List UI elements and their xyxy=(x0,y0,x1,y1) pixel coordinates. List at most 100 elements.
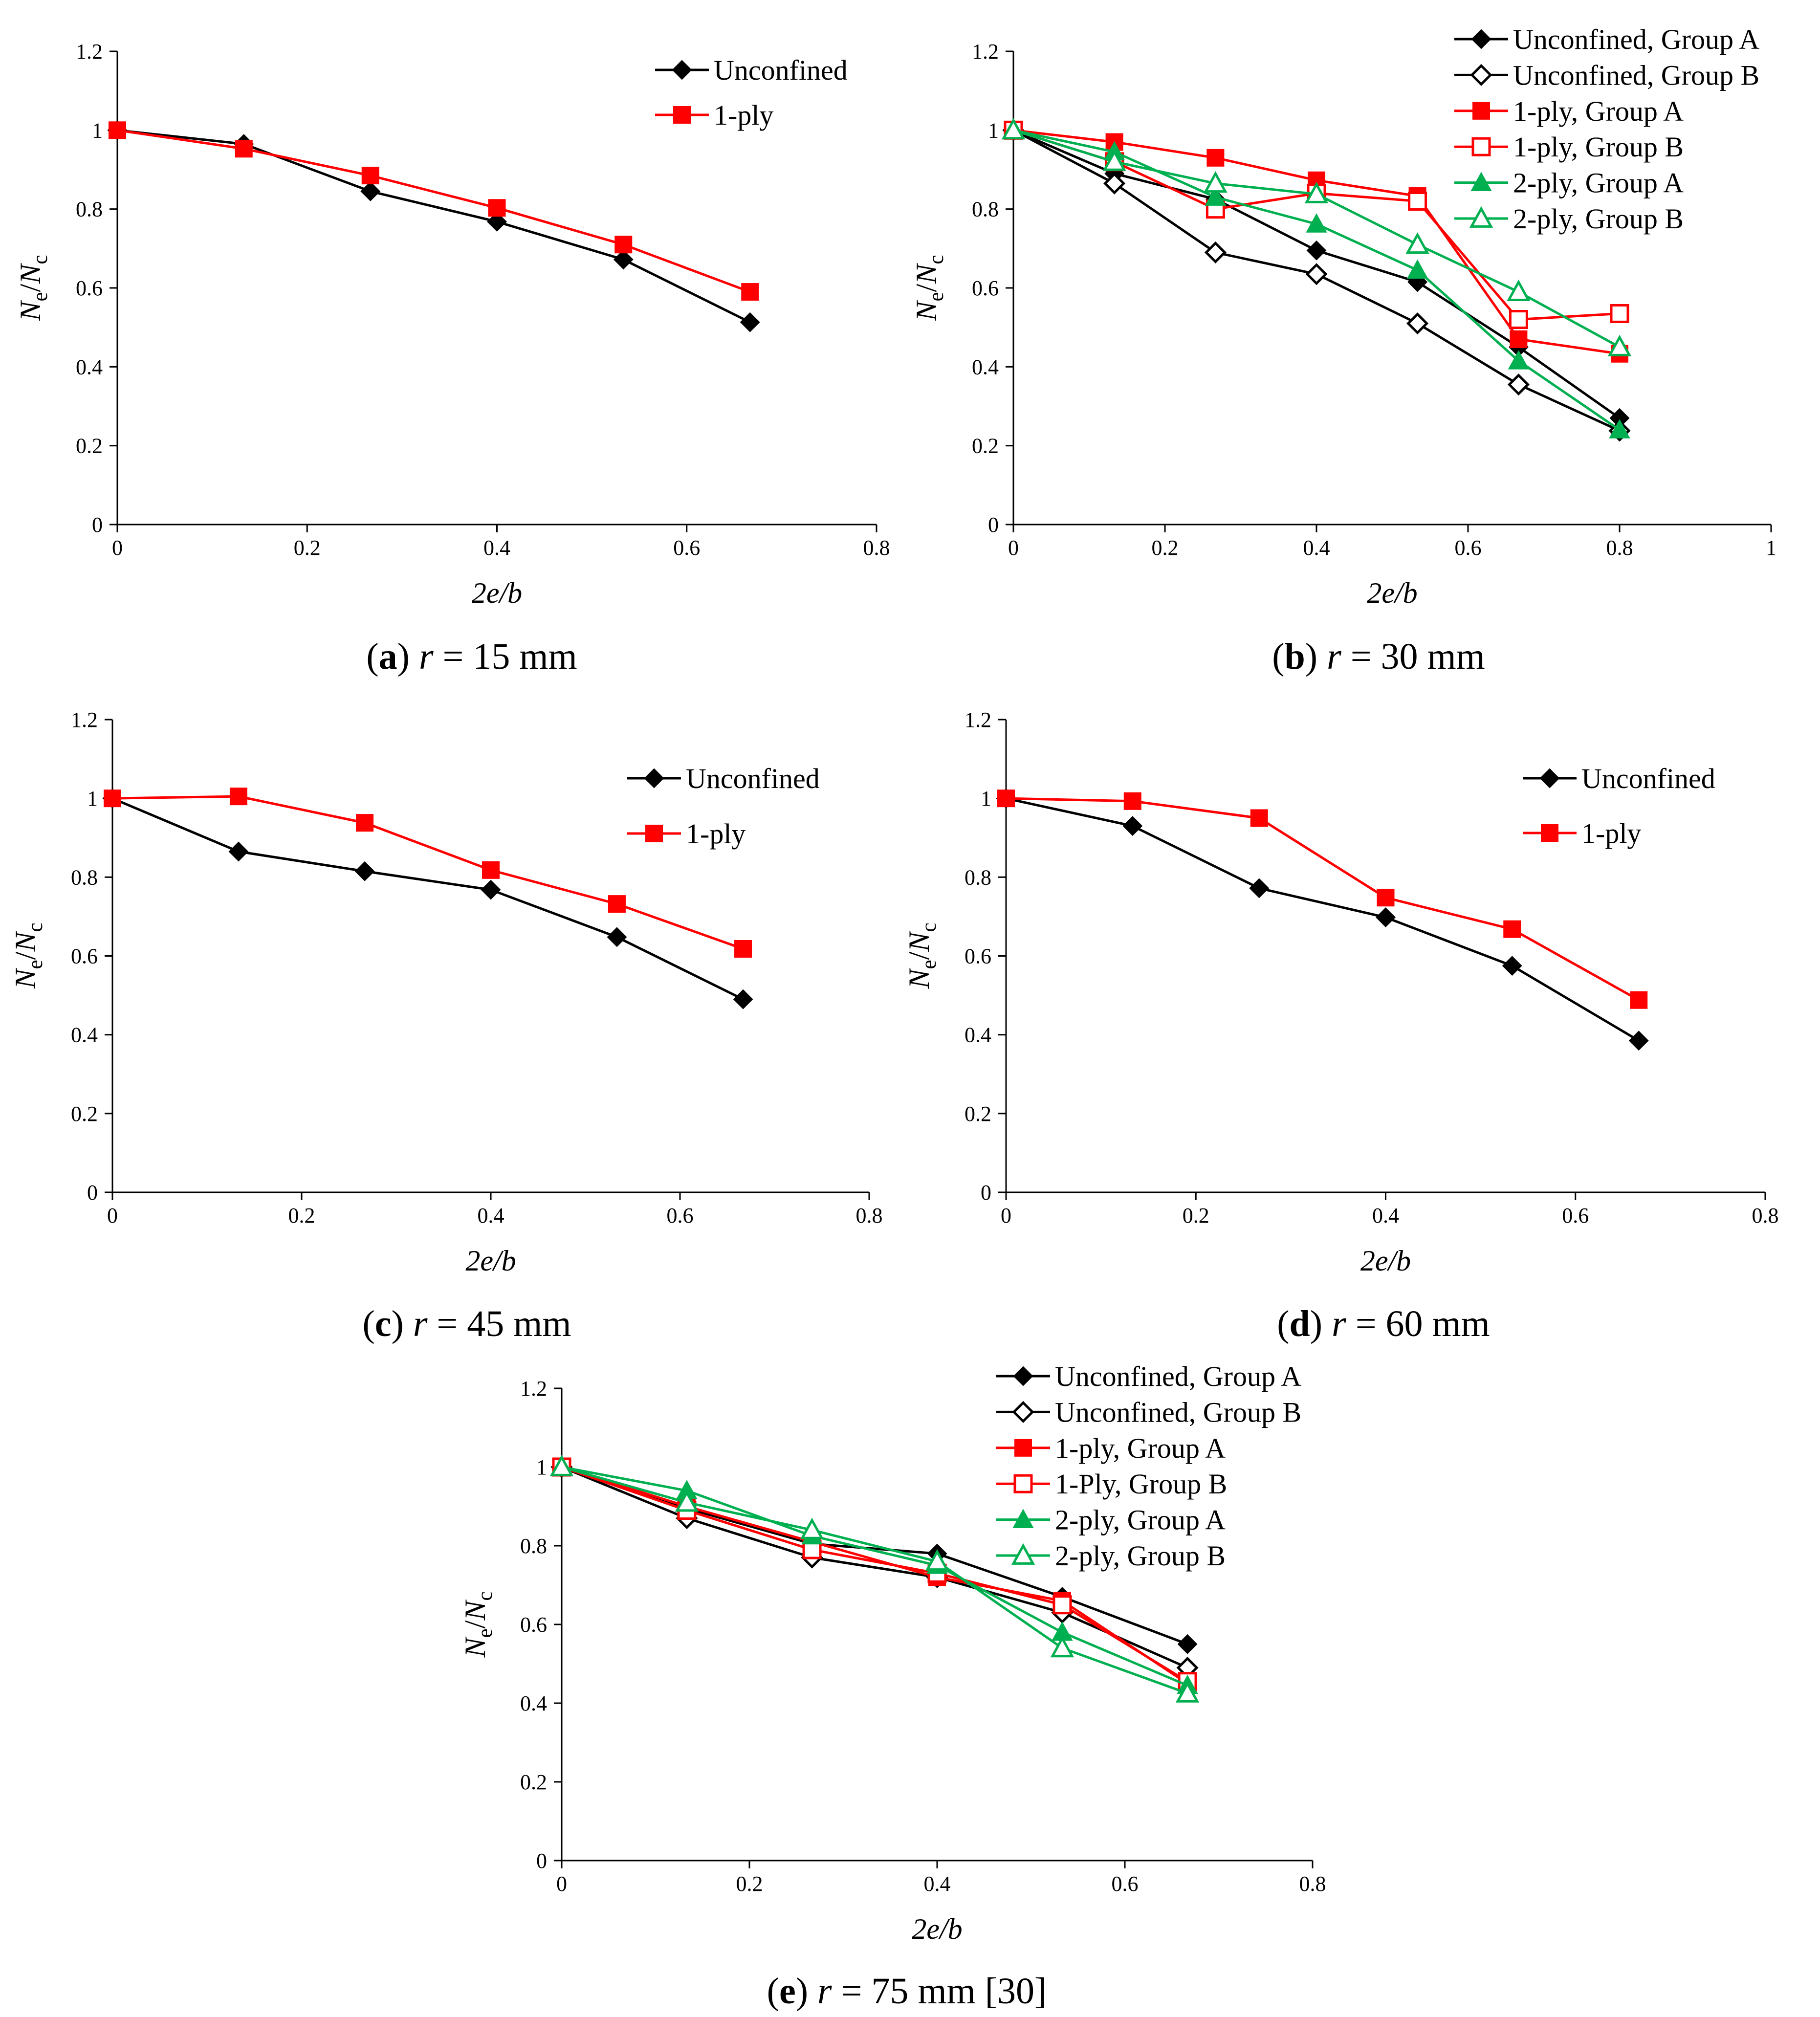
data-point xyxy=(1502,956,1522,976)
data-point xyxy=(1204,171,1228,193)
legend-label: Unconfined, Group B xyxy=(1513,59,1759,91)
y-tick-label: 0.6 xyxy=(76,276,103,300)
data-point xyxy=(1405,232,1429,254)
data-point xyxy=(1304,181,1329,203)
y-tick-label: 1 xyxy=(981,787,991,811)
x-tick-label: 0.4 xyxy=(478,1204,504,1228)
data-point xyxy=(487,212,507,232)
x-axis-label: 2e/b xyxy=(465,1245,516,1277)
y-tick-label: 0 xyxy=(536,1849,547,1873)
data-point xyxy=(741,283,759,301)
data-point xyxy=(1408,192,1427,211)
series-line xyxy=(117,129,751,324)
legend-label: 1-ply, Group B xyxy=(1513,131,1684,163)
legend-label: 1-ply xyxy=(686,818,746,850)
x-tick-label: 0.6 xyxy=(1562,1204,1589,1228)
legend-marker xyxy=(1013,1474,1033,1493)
data-point xyxy=(1376,907,1396,927)
x-tick-label: 0 xyxy=(556,1872,567,1896)
x-axis-label: 2e/b xyxy=(1367,577,1417,609)
series-line xyxy=(561,1466,1188,1645)
legend-label: 2-ply, Group A xyxy=(1513,167,1684,199)
y-tick-label: 0.4 xyxy=(71,1023,98,1047)
legend-label: 1-ply xyxy=(1581,817,1641,849)
data-point xyxy=(1123,792,1141,810)
series-1 xyxy=(102,788,753,1009)
data-point xyxy=(1406,259,1428,279)
data-point xyxy=(235,140,253,158)
data-point xyxy=(997,789,1015,808)
data-point xyxy=(800,1517,824,1539)
series-line xyxy=(1006,797,1640,1001)
data-point xyxy=(1607,334,1632,356)
data-point xyxy=(675,1490,699,1512)
data-point xyxy=(1508,350,1530,370)
legend-marker xyxy=(1471,29,1491,49)
y-tick-label: 0.8 xyxy=(71,865,98,889)
panel-caption: (d) r = 60 mm xyxy=(1277,1303,1490,1344)
y-tick-label: 0.4 xyxy=(520,1691,547,1715)
legend-marker xyxy=(1541,824,1558,842)
data-point xyxy=(614,236,633,254)
data-point xyxy=(734,940,752,958)
y-tick-label: 0 xyxy=(988,513,999,537)
panel-caption: (a) r = 15 mm xyxy=(366,636,577,677)
x-tick-label: 0.6 xyxy=(673,536,700,560)
data-point xyxy=(1204,241,1227,263)
legend-marker xyxy=(1469,206,1493,228)
y-axis-label: Ne/Nc xyxy=(14,255,52,321)
data-point xyxy=(354,861,375,881)
data-point xyxy=(925,1549,949,1571)
legend-marker xyxy=(1472,102,1490,120)
x-tick-label: 0.6 xyxy=(1112,1872,1139,1896)
data-point xyxy=(1609,419,1630,438)
legend-marker xyxy=(673,106,691,124)
y-tick-label: 0.4 xyxy=(972,355,999,379)
y-axis-label: Ne/Nc xyxy=(910,255,948,321)
y-tick-label: 1.2 xyxy=(965,708,991,732)
series-6 xyxy=(1001,118,1632,356)
data-point xyxy=(1610,304,1629,323)
panel-caption: (c) r = 45 mm xyxy=(362,1303,571,1344)
legend-label: 2-ply, Group A xyxy=(1055,1504,1226,1536)
y-axis-label: Ne/Nc xyxy=(459,1591,497,1658)
series-2 xyxy=(997,789,1648,1009)
data-point xyxy=(1053,1595,1072,1615)
chart-panel-d: 0 0.2 0.4 0.6 0.8 1 1.2 0 0.2 0.4 0.6 0.8 2e/b Ne/Nc U… xyxy=(903,708,1779,1344)
x-axis-label: 2e/b xyxy=(1360,1245,1411,1277)
data-point xyxy=(361,167,379,185)
x-axis-label: 2e/b xyxy=(912,1913,962,1945)
legend-marker xyxy=(1471,137,1491,156)
y-tick-label: 0.6 xyxy=(71,944,98,968)
legend-marker xyxy=(1014,1439,1032,1457)
legend-label: Unconfined, Group B xyxy=(1055,1396,1301,1428)
legend-label: 2-ply, Group B xyxy=(1513,203,1684,235)
y-tick-label: 0 xyxy=(87,1181,98,1205)
legend-label: 1-ply, Group A xyxy=(1513,95,1684,127)
legend-marker xyxy=(645,825,663,842)
x-tick-label: 0.2 xyxy=(294,536,321,560)
data-point xyxy=(613,249,634,270)
series-line xyxy=(561,1466,1188,1669)
series-6 xyxy=(549,1454,1200,1703)
legend-marker xyxy=(1013,1366,1033,1386)
y-tick-label: 0.8 xyxy=(965,865,991,889)
legend-label: 1-ply xyxy=(714,99,773,131)
legend-label: Unconfined xyxy=(1581,763,1715,794)
data-point xyxy=(1510,330,1528,348)
legend-label: 1-ply, Group A xyxy=(1055,1432,1226,1464)
series-1 xyxy=(107,120,760,332)
series-line xyxy=(112,797,744,1001)
series-line xyxy=(561,1466,1188,1685)
data-point xyxy=(1507,279,1531,301)
data-point xyxy=(1306,240,1327,261)
x-tick-label: 0 xyxy=(107,1204,118,1228)
x-tick-label: 0.8 xyxy=(1606,536,1633,560)
data-point xyxy=(1509,310,1528,329)
y-tick-label: 0.2 xyxy=(520,1770,547,1794)
data-point xyxy=(1050,1636,1074,1658)
y-axis-label: Ne/Nc xyxy=(903,922,941,989)
y-tick-label: 1 xyxy=(536,1455,547,1479)
y-tick-label: 0 xyxy=(92,513,103,537)
